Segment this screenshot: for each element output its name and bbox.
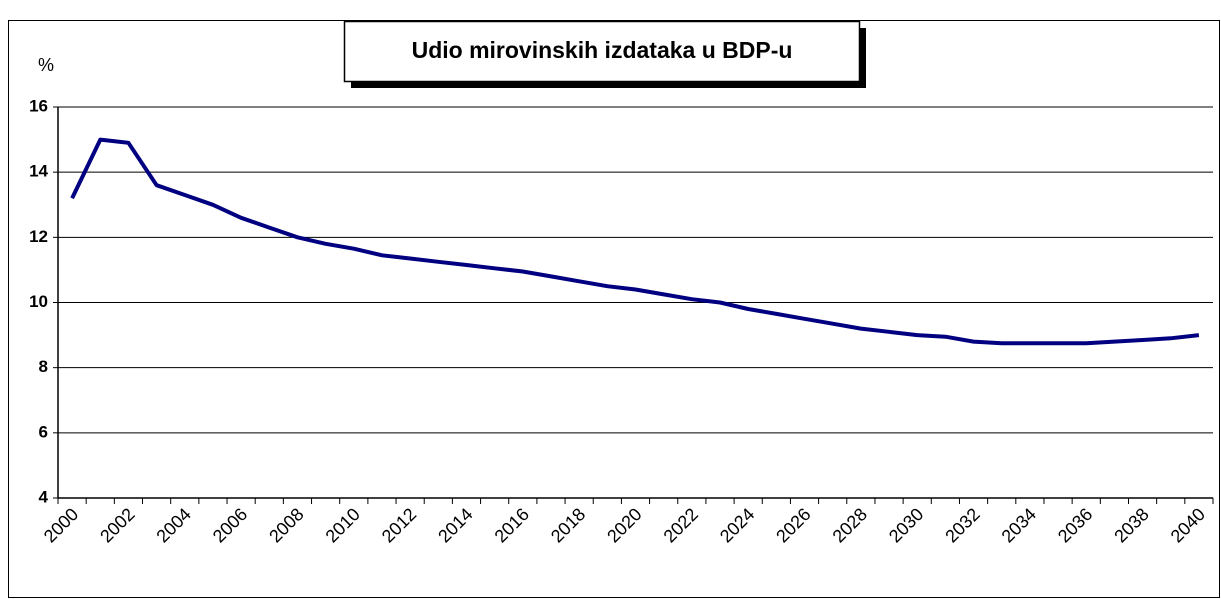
y-axis-label: %: [38, 55, 54, 75]
y-tick-label: 4: [39, 487, 49, 506]
line-series: [70, 137, 1200, 346]
y-tick-label: 12: [29, 227, 48, 246]
y-tick-label: 8: [39, 357, 48, 376]
chart-border: [8, 20, 1220, 598]
title-box: [343, 20, 861, 83]
chart-title: Udio mirovinskih izdataka u BDP-u: [412, 37, 793, 63]
y-tick-label: 10: [29, 292, 48, 311]
y-tick-label: 6: [39, 422, 48, 441]
y-tick-label: 16: [29, 96, 48, 115]
y-tick-label: 14: [29, 162, 48, 181]
